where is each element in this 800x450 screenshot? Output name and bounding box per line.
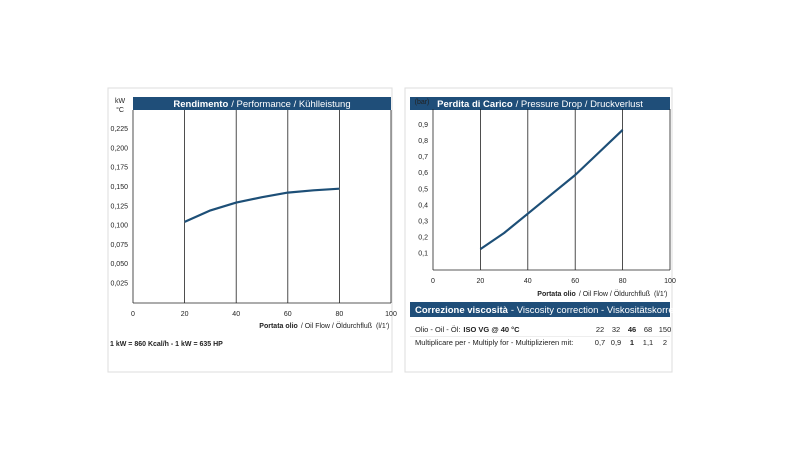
- y-axis-label: °C: [116, 106, 124, 114]
- y-tick-label: 0,225: [110, 126, 128, 133]
- x-axis-label-bold: Portata olio: [537, 291, 576, 298]
- x-axis-unit: (l/1'): [376, 323, 389, 330]
- y-tick-label: 0,2: [418, 235, 428, 242]
- table-title-rest: - Viscosity correction - Viskositätskorr…: [511, 305, 690, 316]
- x-tick-label: 80: [619, 278, 627, 285]
- row-label-text: Multiplicare per - Multiply for - Multip…: [415, 338, 573, 347]
- table-cell: 68: [644, 325, 652, 334]
- x-axis-unit: (l/1'): [654, 291, 667, 298]
- y-tick-label: 0,200: [110, 145, 128, 152]
- y-tick-label: 0,050: [110, 261, 128, 268]
- y-tick-label: 0,3: [418, 219, 428, 226]
- chart-title: Rendimento / Performance / Kühlleistung: [173, 99, 350, 110]
- x-axis-label: Portata olio / Oil Flow / Öldurchfluß: [259, 322, 372, 330]
- chart-title: Perdita di Carico / Pressure Drop / Druck…: [437, 99, 643, 110]
- chart-title-bold: Rendimento: [173, 99, 228, 110]
- x-axis-label-rest: / Oil Flow / Öldurchfluß: [301, 322, 372, 330]
- row-label-text: Olio - Oil - Öl:: [415, 325, 460, 334]
- y-tick-label: 0,6: [418, 170, 428, 177]
- data-line: [479, 129, 624, 251]
- data-line: [184, 187, 340, 223]
- x-axis-label-bold: Portata olio: [259, 323, 298, 330]
- table-title: Correzione viscosità - Viscosity correcti…: [415, 305, 690, 316]
- title-bar: [133, 97, 391, 110]
- y-tick-label: 0,150: [110, 184, 128, 191]
- y-axis-label: (bar): [415, 99, 430, 106]
- x-tick-label: 100: [664, 278, 676, 285]
- table-title-bold: Correzione viscosità: [415, 305, 509, 316]
- y-tick-label: 0,100: [110, 223, 128, 230]
- title-bar: [410, 97, 670, 110]
- table-cell: 1: [630, 338, 634, 347]
- x-tick-label: 40: [232, 311, 240, 318]
- table-cell: 22: [596, 325, 604, 334]
- table-cell: 46: [628, 325, 636, 334]
- x-tick-label: 20: [477, 278, 485, 285]
- x-tick-label: 0: [131, 311, 135, 318]
- y-tick-label: 0,8: [418, 138, 428, 145]
- y-tick-label: 0,7: [418, 154, 428, 161]
- table-cell: 0,9: [611, 338, 621, 347]
- table-cell: 1,1: [643, 338, 653, 347]
- x-tick-label: 60: [284, 311, 292, 318]
- x-tick-label: 60: [571, 278, 579, 285]
- x-axis-label-rest: / Oil Flow / Öldurchfluß: [579, 290, 650, 298]
- row-label: Multiplicare per - Multiply for - Multip…: [415, 338, 573, 347]
- x-tick-label: 20: [181, 311, 189, 318]
- y-tick-label: 0,9: [418, 122, 428, 129]
- left-panel: [107, 87, 393, 373]
- row-label-bold: ISO VG @ 40 °C: [463, 325, 520, 334]
- table-cell: 150: [659, 325, 672, 334]
- chart-title-rest: / Performance / Kühlleistung: [231, 99, 350, 110]
- y-tick-label: 0,5: [418, 186, 428, 193]
- table-cell: 32: [612, 325, 620, 334]
- chart-title-rest: / Pressure Drop / Druckverlust: [516, 99, 644, 110]
- y-tick-label: 0,025: [110, 281, 128, 288]
- y-axis-label: kW: [115, 98, 126, 105]
- table-cell: 2: [663, 338, 667, 347]
- right-panel: [404, 87, 673, 373]
- table-cell: 0,7: [595, 338, 605, 347]
- y-tick-label: 0,075: [110, 242, 128, 249]
- x-tick-label: 0: [431, 278, 435, 285]
- y-tick-label: 0,1: [418, 251, 428, 258]
- x-tick-label: 40: [524, 278, 532, 285]
- note: 1 kW = 860 Kcal/h - 1 kW = 635 HP: [110, 341, 223, 348]
- x-tick-label: 80: [336, 311, 344, 318]
- x-tick-label: 100: [385, 311, 397, 318]
- y-tick-label: 0,175: [110, 165, 128, 172]
- y-tick-label: 0,4: [418, 202, 428, 209]
- row-label: Olio - Oil - Öl: ISO VG @ 40 °C: [415, 325, 520, 334]
- chart-title-bold: Perdita di Carico: [437, 99, 513, 110]
- y-tick-label: 0,125: [110, 203, 128, 210]
- table-header-bar: [410, 302, 670, 317]
- x-axis-label: Portata olio / Oil Flow / Öldurchfluß: [537, 290, 650, 298]
